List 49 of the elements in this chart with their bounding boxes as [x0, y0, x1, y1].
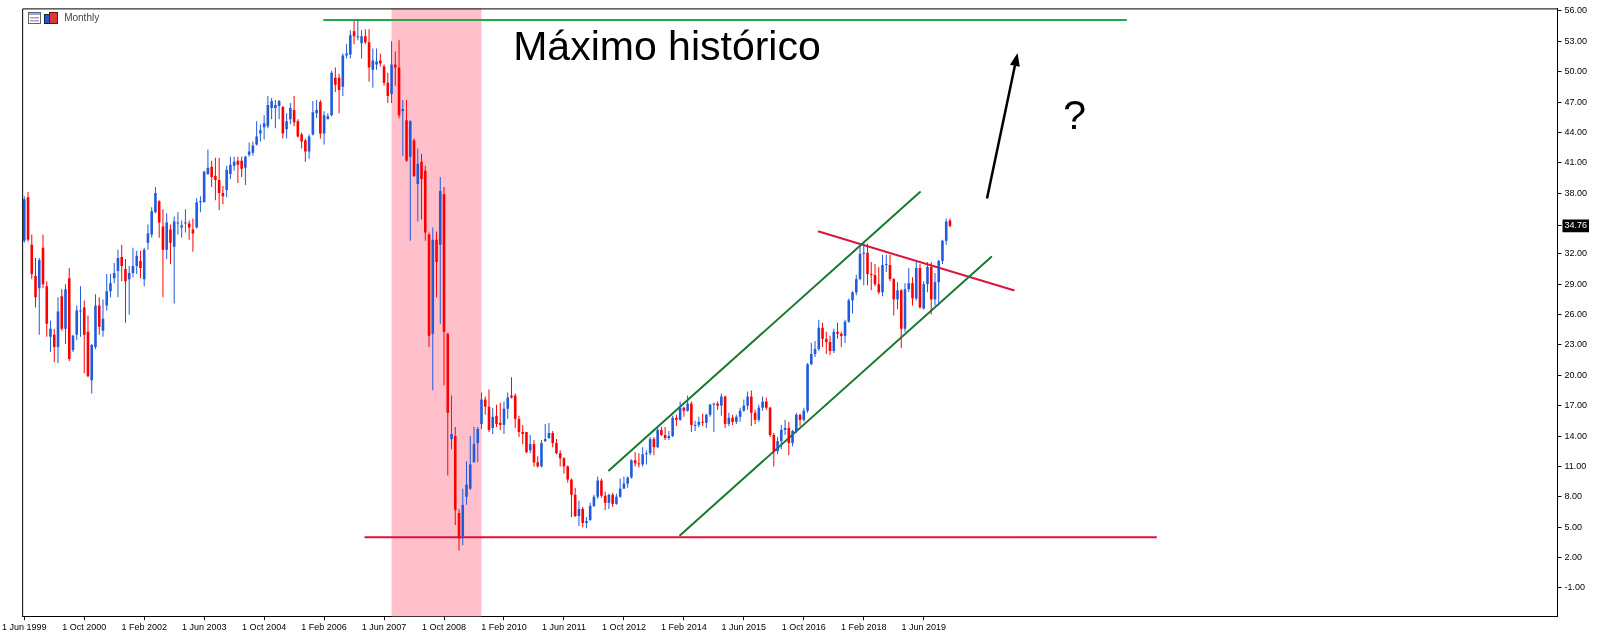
x-tick-label: 1 Jun 2003	[181, 622, 227, 633]
y-tick-label: 23.00	[1564, 339, 1588, 350]
candlestick	[401, 100, 405, 156]
x-tick-label: 1 Feb 2014	[661, 622, 707, 633]
y-tick-label: 34.76	[1564, 220, 1588, 231]
y-tick-label: 53.00	[1564, 35, 1588, 46]
y-tick-label: -1.00	[1564, 582, 1585, 593]
y-tick-label: 44.00	[1564, 126, 1588, 137]
candlestick	[180, 220, 183, 238]
y-tick-label: 20.00	[1564, 369, 1588, 380]
y-tick-label: 14.00	[1564, 430, 1588, 441]
y-tick-label: 47.00	[1564, 96, 1588, 107]
candlestick	[869, 261, 873, 291]
chart-title: Monthly	[64, 12, 100, 24]
y-tick-label: 38.00	[1564, 187, 1588, 198]
candlestick	[645, 450, 648, 465]
y-tick-label: 8.00	[1564, 491, 1583, 502]
y-tick-label: 11.00	[1564, 460, 1587, 471]
x-tick-label: 1 Feb 2010	[481, 622, 527, 633]
candlestick	[701, 413, 704, 426]
y-tick-label: 32.00	[1564, 248, 1588, 259]
candlestick	[375, 48, 378, 70]
y-tick-label: 26.00	[1564, 309, 1588, 320]
candlestick	[884, 254, 888, 273]
x-tick-label: 1 Feb 2006	[301, 622, 347, 633]
x-tick-label: 1 Oct 2000	[62, 622, 107, 633]
candlestick	[184, 209, 187, 233]
x-tick-label: 1 Oct 2016	[781, 622, 826, 633]
x-tick-label: 1 Feb 2002	[121, 622, 167, 633]
y-tick-label: 41.00	[1564, 157, 1588, 168]
candlestick	[394, 51, 397, 86]
y-tick-label: 56.00	[1564, 5, 1588, 16]
y-tick-label: 50.00	[1564, 66, 1588, 77]
x-tick-label: 1 Oct 2012	[601, 622, 646, 633]
y-tick-label: 5.00	[1564, 521, 1583, 532]
annotation: Máximo histórico	[513, 23, 821, 70]
x-tick-label: 1 Oct 2004	[242, 622, 287, 633]
x-tick-label: 1 Jun 1999	[2, 622, 47, 633]
y-tick-label: 17.00	[1564, 400, 1588, 411]
x-tick-label: 1 Jun 2011	[542, 622, 586, 633]
x-tick-label: 1 Jun 2019	[901, 622, 947, 633]
y-tick-label: 2.00	[1564, 551, 1583, 562]
y-tick-label: 29.00	[1564, 278, 1588, 289]
annotation: ?	[1063, 91, 1087, 138]
x-tick-label: 1 Jun 2015	[721, 622, 767, 633]
candlestick	[79, 286, 82, 337]
x-tick-label: 1 Jun 2007	[361, 622, 407, 633]
x-tick-label: 1 Feb 2018	[841, 622, 887, 633]
x-tick-label: 1 Oct 2008	[422, 622, 467, 633]
